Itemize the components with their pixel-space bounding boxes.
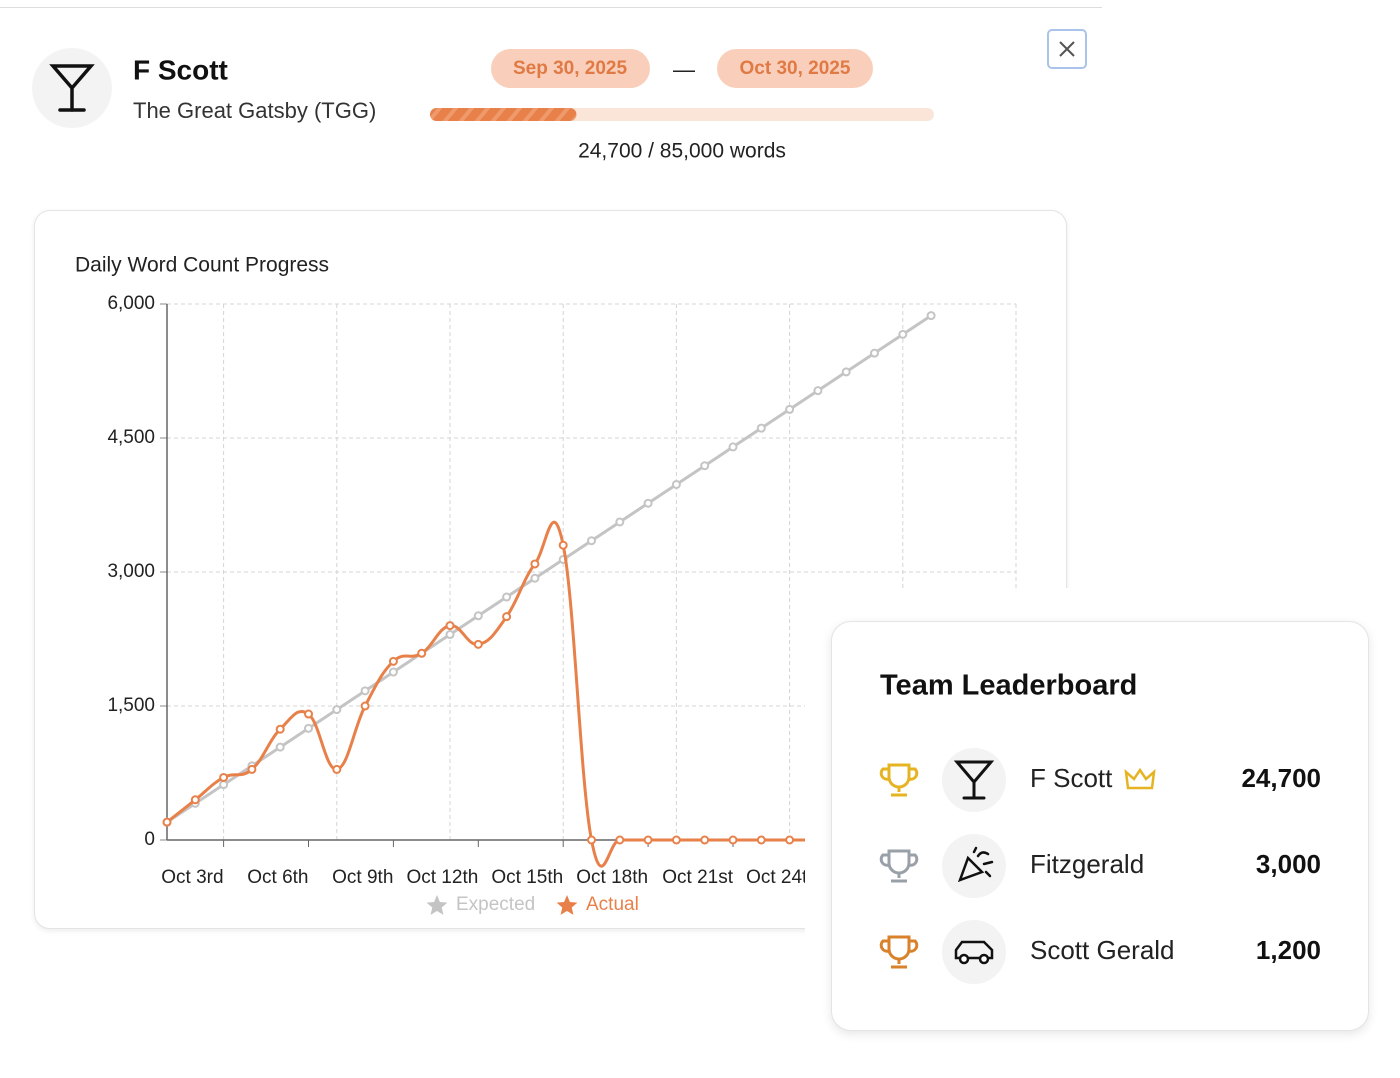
data-point [643,498,653,508]
trophy-bronze [879,935,919,969]
car-icon [954,940,994,965]
data-point [275,724,285,734]
data-point [785,404,795,414]
user-name: F Scott [133,54,228,85]
data-point [445,630,455,640]
row-icons [879,748,1156,984]
legend-label: Actual [586,894,639,915]
progress-label: 24,700 / 85,000 words [578,140,786,163]
data-point [587,835,596,845]
start-date: Sep 30, 2025 [513,58,628,79]
x-tick-label: Oct 15th [491,867,563,888]
end-date: Oct 30, 2025 [740,58,851,79]
x-tick-label: Oct 12th [406,867,478,888]
data-point [332,764,342,774]
legend-marker [556,895,578,915]
data-point [643,835,653,845]
member-name: Scott Gerald [1030,935,1175,965]
data-point [388,656,398,666]
progress-fill [430,108,577,121]
data-point [813,386,823,396]
leaderboard: Team Leaderboard F Scott 24,700 Fitzgerald… [879,670,1321,984]
data-point [360,701,370,711]
leaderboard-card: Team Leaderboard F Scott 24,700 Fitzgerald… [831,621,1369,1031]
data-point [190,795,200,805]
data-point [275,742,285,752]
leaderboard-title: Team Leaderboard [880,670,1137,702]
chart-title: Daily Word Count Progress [75,254,329,277]
data-point [898,329,908,339]
data-point [756,835,766,845]
x-tick-label: Oct 21st [662,867,733,888]
data-point [445,621,455,631]
x-tick-label: Oct 9th [332,867,393,888]
data-point [304,709,313,719]
data-point [700,835,710,845]
y-tick-label: 6,000 [107,293,155,314]
trophy-gold [879,763,919,797]
data-point [728,835,738,845]
martini-icon [953,760,995,800]
data-point [587,536,596,546]
x-tick-label: Oct 3rd [161,867,223,888]
data-point [870,348,879,358]
project-name: The Great Gatsby (TGG) [133,98,376,123]
data-point [700,461,710,471]
data-point [219,772,229,782]
data-point [671,479,681,489]
data-point [926,311,936,321]
date-pill [717,49,873,88]
data-point [841,367,851,377]
y-tick-label: 3,000 [107,561,155,582]
data-point [502,592,512,602]
legend-label: Expected [456,894,535,915]
martini-icon [49,64,95,112]
date-pill [491,49,650,88]
legend-marker [426,895,448,915]
data-point [671,835,681,845]
data-point [332,705,342,715]
data-point [615,517,625,527]
data-point [728,442,738,452]
series-line [166,314,932,824]
data-point [304,723,313,733]
party-icon [957,846,994,883]
data-point [756,423,766,433]
x-tick-label: Oct 6th [247,867,308,888]
data-point [417,648,427,658]
member-score: 24,700 [1241,763,1321,793]
x-tick-label: Oct 24th [746,867,818,888]
y-tick-label: 1,500 [107,695,155,716]
crown-icon [1124,767,1156,790]
y-tick-label: 4,500 [107,427,155,448]
data-point [530,573,540,583]
data-point [219,780,229,790]
date-separator: — [673,57,695,82]
data-point [785,835,795,845]
data-point [360,686,370,696]
y-tick-label: 0 [144,829,155,850]
data-point [502,612,512,622]
data-point [530,559,540,569]
data-point [473,639,483,649]
data-point [558,540,568,550]
top-border [0,7,1102,8]
close-icon [1059,41,1075,57]
member-score: 3,000 [1256,849,1321,879]
member-name: F Scott [1030,763,1113,793]
data-point [388,667,398,677]
data-point [615,835,625,845]
member-name: Fitzgerald [1030,849,1144,879]
data-point [473,611,483,621]
data-point [162,817,172,827]
data-point [247,764,257,774]
member-score: 1,200 [1256,935,1321,965]
x-tick-label: Oct 18th [576,867,648,888]
trophy-silver [879,849,919,883]
